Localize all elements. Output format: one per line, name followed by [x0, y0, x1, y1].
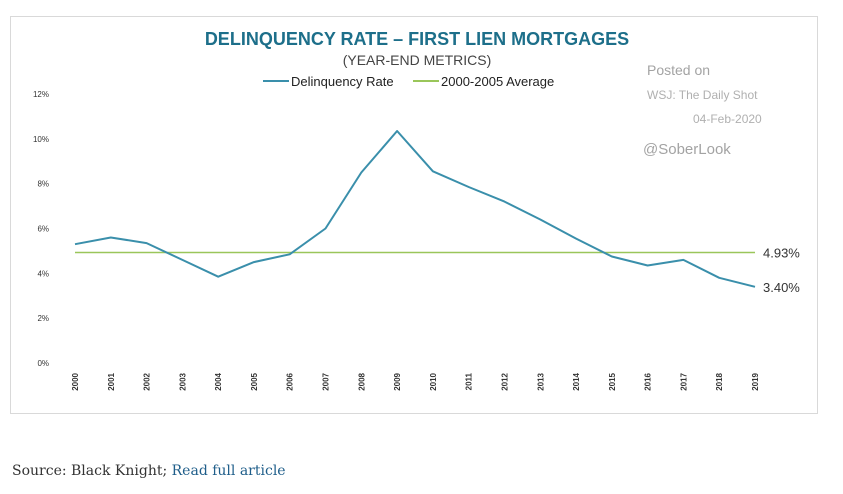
y-tick-label: 8%	[37, 180, 49, 189]
watermark-date: 04-Feb-2020	[693, 112, 762, 126]
end-label-delinquency: 3.40%	[763, 280, 800, 295]
x-tick-label: 2002	[143, 372, 152, 390]
x-tick-label: 2017	[679, 372, 688, 390]
y-tick-label: 12%	[33, 90, 49, 99]
chart-title: DELINQUENCY RATE – FIRST LIEN MORTGAGES	[205, 29, 629, 49]
y-tick-label: 6%	[37, 225, 49, 234]
watermark-source: WSJ: The Daily Shot	[647, 88, 758, 102]
read-full-article-link[interactable]: Read full article	[171, 463, 286, 479]
x-tick-label: 2004	[214, 372, 223, 390]
x-tick-label: 2010	[429, 372, 438, 390]
legend-label-average: 2000-2005 Average	[441, 74, 554, 89]
delinquency-rate-line	[74, 130, 756, 288]
x-tick-label: 2007	[322, 372, 331, 390]
x-tick-label: 2000	[71, 372, 80, 390]
x-tick-label: 2018	[715, 372, 724, 390]
end-labels: 3.40% 4.93%	[763, 245, 800, 294]
chart-subtitle: (YEAR-END METRICS)	[343, 52, 492, 68]
y-tick-label: 10%	[33, 135, 49, 144]
source-text: Source: Black Knight;	[12, 463, 172, 479]
series-layer	[74, 130, 756, 288]
x-tick-label: 2012	[500, 372, 509, 390]
x-tick-label: 2015	[608, 372, 617, 390]
x-tick-label: 2019	[751, 372, 760, 390]
end-label-average: 4.93%	[763, 245, 800, 260]
x-tick-label: 2001	[107, 372, 116, 390]
watermark: Posted on WSJ: The Daily Shot 04-Feb-202…	[643, 62, 762, 158]
x-tick-label: 2016	[644, 372, 653, 390]
x-tick-label: 2006	[286, 372, 295, 390]
y-tick-label: 2%	[37, 314, 49, 323]
legend: Delinquency Rate 2000-2005 Average	[263, 74, 554, 89]
x-tick-label: 2014	[572, 372, 581, 390]
y-tick-label: 0%	[37, 359, 49, 368]
y-tick-label: 4%	[37, 269, 49, 278]
legend-label-delinquency: Delinquency Rate	[291, 74, 394, 89]
x-tick-label: 2005	[250, 372, 259, 390]
y-axis: 0% 2% 4% 6% 8% 10% 12%	[33, 90, 49, 368]
x-tick-label: 2003	[178, 372, 187, 390]
watermark-posted-on: Posted on	[647, 62, 710, 78]
x-axis: 2000 2001 2002 2003 2004 2005 2006 2007 2008 2009…	[71, 372, 760, 390]
x-tick-label: 2013	[536, 372, 545, 390]
watermark-handle: @SoberLook	[643, 141, 731, 158]
x-tick-label: 2008	[357, 372, 366, 390]
chart-frame: DELINQUENCY RATE – FIRST LIEN MORTGAGES …	[10, 16, 818, 414]
x-tick-label: 2009	[393, 372, 402, 390]
x-tick-label: 2011	[465, 372, 474, 390]
source-caption: Source: Black Knight; Read full article	[12, 463, 286, 479]
chart-svg: DELINQUENCY RATE – FIRST LIEN MORTGAGES …	[33, 29, 800, 391]
